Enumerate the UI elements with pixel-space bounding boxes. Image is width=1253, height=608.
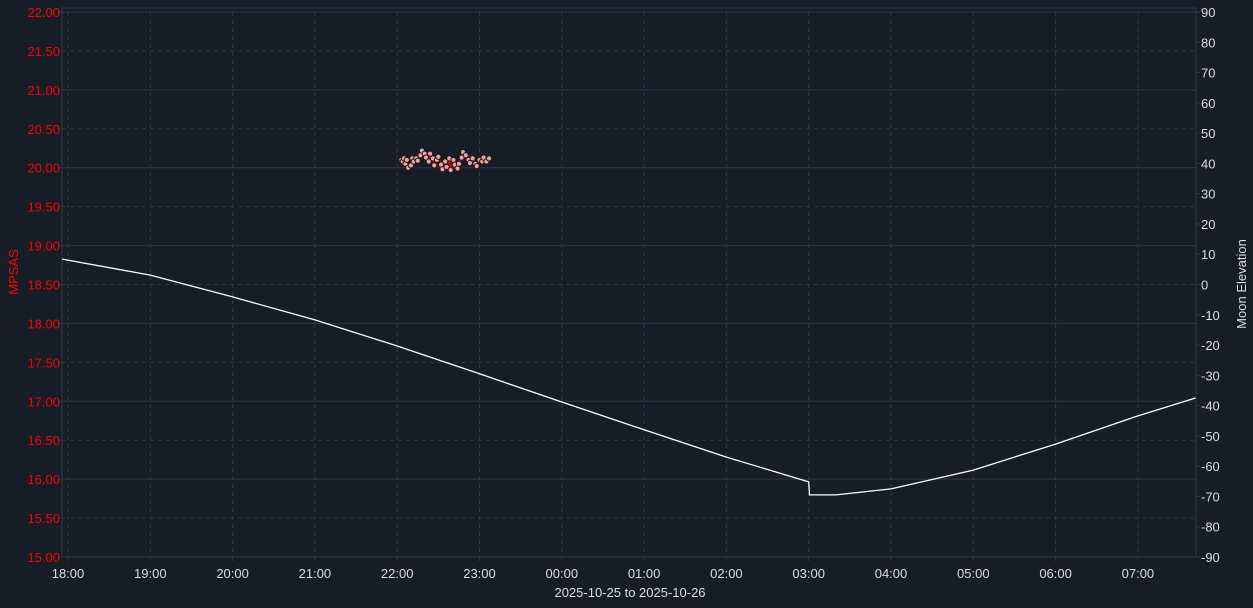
mpsas-point <box>427 150 434 157</box>
right-tick-label: -30 <box>1201 368 1220 383</box>
mpsas-point <box>473 163 480 170</box>
left-axis-label: MPSAS <box>6 249 21 295</box>
right-axis-label: Moon Elevation <box>1234 239 1249 329</box>
left-tick-label: 18.50 <box>27 278 60 293</box>
right-axis: -90 -80 -70 -60 -50 -40 -30 -20 -10 0 10 20 30 40 50 60… <box>1196 5 1220 565</box>
right-tick-label: 0 <box>1201 278 1208 293</box>
x-tick-label: 03:00 <box>792 566 825 581</box>
mpsas-point <box>486 155 493 162</box>
right-tick-label: 40 <box>1201 156 1215 171</box>
left-tick-label: 15.50 <box>27 511 60 526</box>
mpsas-point <box>442 158 449 165</box>
right-tick-label: -10 <box>1201 308 1220 323</box>
mpsas-point <box>447 166 454 174</box>
right-tick-label: 60 <box>1201 96 1215 111</box>
x-tick-label: 22:00 <box>381 566 414 581</box>
mpsas-point <box>455 160 463 167</box>
x-tick-label: 04:00 <box>875 566 908 581</box>
x-tick-label: 02:00 <box>710 566 743 581</box>
mpsas-point <box>431 162 438 169</box>
x-tick-label: 20:00 <box>216 566 249 581</box>
right-tick-label: -60 <box>1201 459 1220 474</box>
left-tick-label: 22.00 <box>27 5 60 20</box>
right-tick-label: 10 <box>1201 247 1215 262</box>
x-tick-label: 05:00 <box>957 566 990 581</box>
x-tick-label: 01:00 <box>628 566 661 581</box>
x-tick-label: 19:00 <box>134 566 167 581</box>
left-tick-label: 17.50 <box>27 355 60 370</box>
right-tick-label: 70 <box>1201 66 1215 81</box>
left-tick-label: 20.00 <box>27 161 60 176</box>
left-tick-label: 21.50 <box>27 44 60 59</box>
x-tick-label: 06:00 <box>1039 566 1072 581</box>
right-tick-label: 80 <box>1201 35 1215 50</box>
right-tick-label: -50 <box>1201 429 1220 444</box>
mpsas-point <box>425 158 432 165</box>
right-tick-label: -20 <box>1201 338 1220 353</box>
right-tick-label: -90 <box>1201 550 1220 565</box>
left-tick-label: 16.50 <box>27 433 60 448</box>
left-tick-label: 21.00 <box>27 83 60 98</box>
right-tick-label: 30 <box>1201 187 1215 202</box>
moon-elevation-line <box>62 258 1196 496</box>
moon-series <box>62 258 1196 496</box>
x-tick-label: 18:00 <box>52 566 85 581</box>
left-tick-label: 19.00 <box>27 239 60 254</box>
left-tick-label: 18.00 <box>27 316 60 331</box>
x-axis-label: 2025-10-25 to 2025-10-26 <box>554 585 705 600</box>
left-tick-label: 16.00 <box>27 472 60 487</box>
left-tick-label: 19.50 <box>27 200 60 215</box>
right-tick-label: 20 <box>1201 217 1215 232</box>
right-tick-label: 90 <box>1201 5 1215 20</box>
x-tick-label: 23:00 <box>463 566 496 581</box>
mpsas-point <box>435 153 442 160</box>
right-tick-label: -40 <box>1201 399 1220 414</box>
plot-frame <box>61 7 1197 558</box>
x-tick-label: 07:00 <box>1122 566 1155 581</box>
grid <box>61 7 1197 558</box>
left-axis: 15.00 15.50 16.00 16.50 17.00 17.50 18.00 18.50… <box>27 5 62 565</box>
x-tick-label: 00:00 <box>546 566 579 581</box>
x-tick-label: 21:00 <box>299 566 332 581</box>
mpsas-point <box>414 157 421 164</box>
right-tick-label: -70 <box>1201 489 1220 504</box>
mpsas-series <box>398 147 493 174</box>
left-tick-label: 17.00 <box>27 394 60 409</box>
mpsas-point <box>462 152 469 159</box>
x-axis: 18:00 19:00 20:00 21:00 22:00 23:00 00:00 01:00… <box>52 557 1154 581</box>
left-tick-label: 15.00 <box>27 550 60 565</box>
right-tick-label: 50 <box>1201 126 1215 141</box>
right-tick-label: -80 <box>1201 520 1220 535</box>
mpsas-point <box>443 163 450 171</box>
left-tick-label: 20.50 <box>27 122 60 137</box>
mpsas-point <box>469 155 476 162</box>
mpsas-point <box>403 156 410 164</box>
